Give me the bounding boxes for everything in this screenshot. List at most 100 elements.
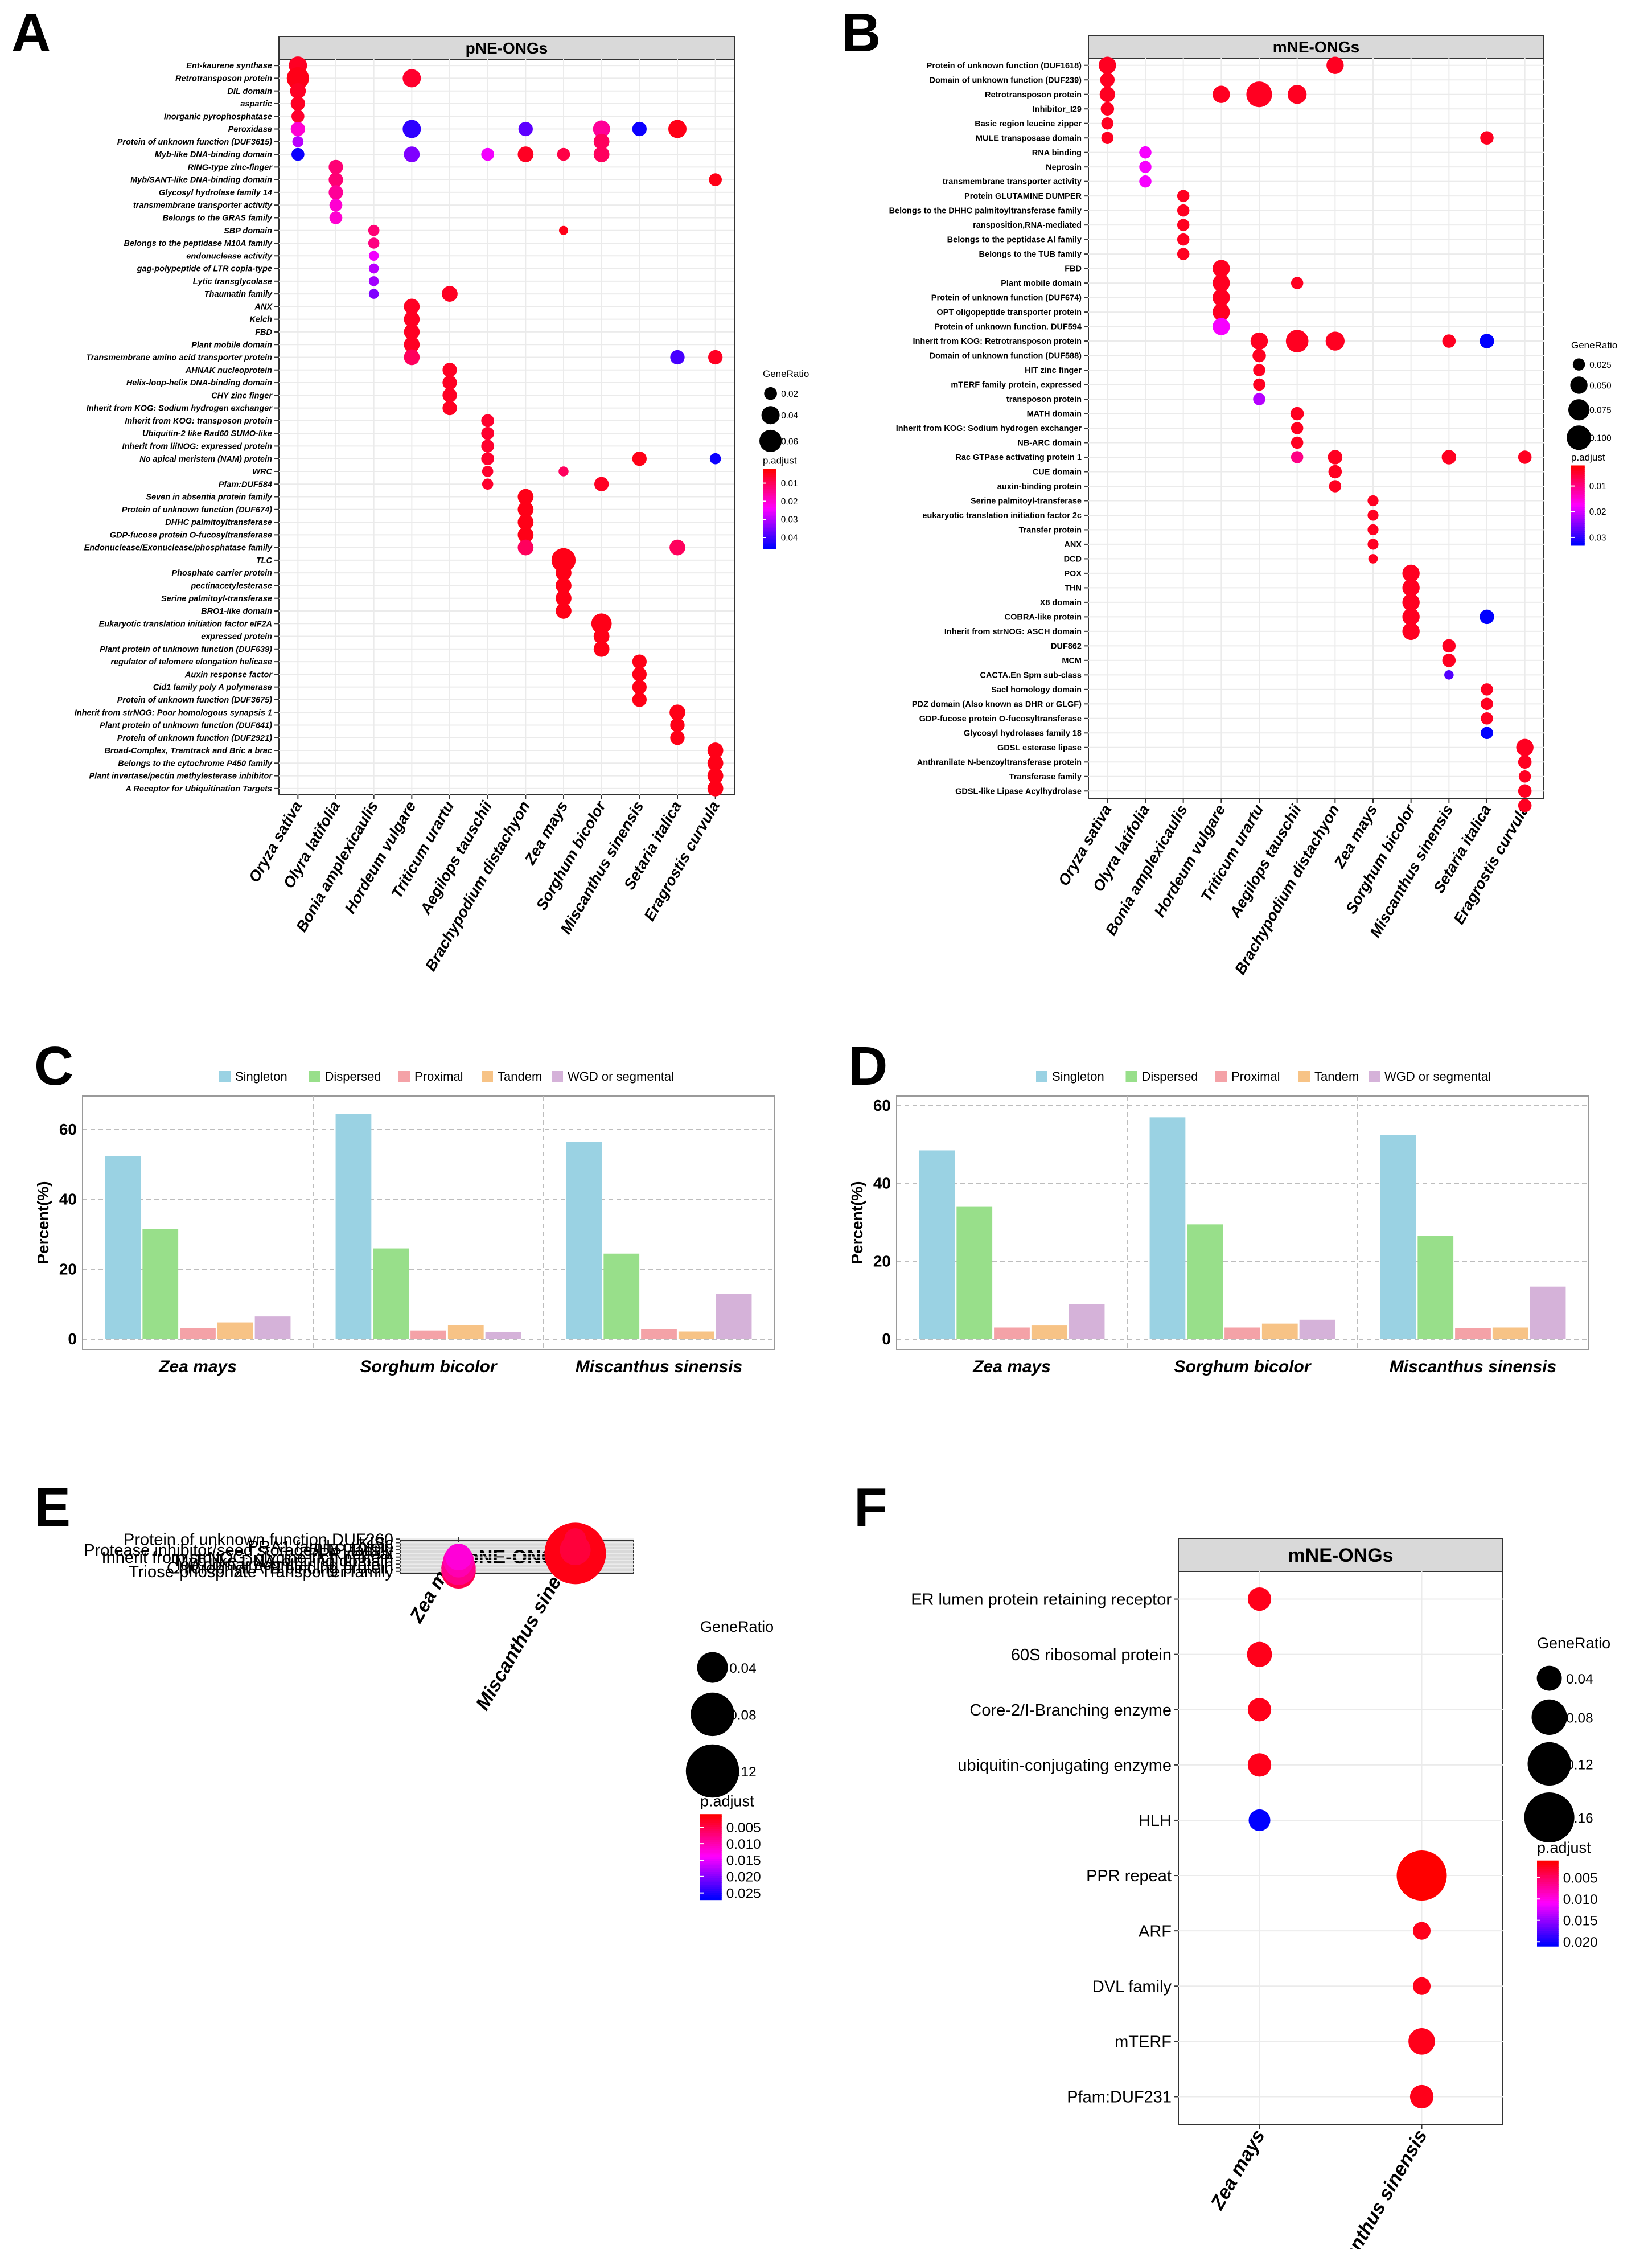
colorbar-segment [1537, 1914, 1559, 1917]
size-legend-dot [1572, 358, 1585, 371]
colorbar-segment [1537, 1879, 1559, 1883]
term-label-transmembrane-amino-acid-transporter-protein: Transmembrane amino acid transporter pro… [86, 354, 272, 363]
term-label-gdp-fucose-protein-o-fucosyltransferase: GDP-fucose protein O-fucosyltransferase [110, 531, 272, 540]
dot-triticum-urartu-thaumatin-family [442, 286, 458, 302]
colorbar-segment [1571, 499, 1585, 502]
colorbar-segment [700, 1889, 722, 1892]
dot-zea-mays-wrc [558, 466, 569, 477]
bar-zea-mays-proximal [994, 1327, 1030, 1339]
colorbar-label: 0.010 [726, 1837, 761, 1852]
size-legend-title: GeneRatio [1571, 340, 1617, 351]
colorbar-segment [1571, 535, 1585, 538]
dot-zea-mays-phosphate-carrier-protein [556, 565, 572, 581]
colorbar-segment [1537, 1882, 1559, 1885]
x-tick-label-zea-mays: Zea mays [158, 1357, 237, 1376]
term-label-dil-domain: DIL domain [227, 87, 272, 96]
dotplot-b: mNE-ONGs Protein of unknown function (DUF… [889, 35, 1617, 978]
legend-label-wgd-or-segmental: WGD or segmental [1384, 1069, 1491, 1084]
colorbar-segment [763, 493, 776, 495]
y-axis-label: Percent(%) [34, 1181, 52, 1264]
dot-hordeum-vulgare-plant-mobile-domain [1213, 274, 1230, 292]
bar-miscanthus-sinensis-proximal [641, 1329, 677, 1339]
bar-sorghum-bicolor-singleton [335, 1114, 372, 1339]
dot-setaria-italica-sacl-homology-domain [1481, 683, 1493, 696]
dot-aegilops-tauschii-pfam-duf584 [482, 478, 494, 490]
dot-bonia-amplexicaulis-belongs-to-the-dhhc-palmitoyltransferase-family [1177, 204, 1190, 217]
size-legend-label: 0.06 [781, 437, 798, 446]
colorbar-segment [700, 1846, 722, 1849]
term-label-tlc: TLC [256, 556, 273, 565]
term-label-broad-complex-tramtrack-and-bric-a-brac: Broad-Complex, Tramtrack and Bric a brac [104, 746, 272, 756]
panel-title: mNE-ONGs [1288, 1545, 1393, 1566]
bar-zea-mays-wgd-or-segmental [1069, 1304, 1105, 1339]
dot-eragrostis-curvula-anthranilate-n-benzoyltransferase-protein [1518, 755, 1532, 769]
dot-eragrostis-curvula-broad-complex-tramtrack-and-bric-a-brac [707, 742, 724, 758]
colorbar-segment [1537, 1897, 1559, 1900]
colorbar-segment [700, 1824, 722, 1828]
colorbar-segment [763, 522, 776, 526]
term-label-triose-phosphate-transporter-family: Triose-phosphate Transporter family [129, 1563, 393, 1581]
term-label-thaumatin-family: Thaumatin family [204, 290, 273, 299]
dot-aegilops-tauschii-no-apical-meristem-nam-protein [481, 452, 494, 466]
colorbar-segment [1571, 515, 1585, 518]
dot-triticum-urartu-ahnak-nucleoprotein [442, 363, 457, 377]
dot-zea-mays-pectinacetylesterase [556, 577, 572, 594]
dot-eragrostis-curvula-transferase-family [1518, 770, 1531, 783]
dot-olyra-latifolia-rna-binding [1139, 146, 1152, 159]
term-label-dhhc-palmitoyltransferase: DHHC palmitoyltransferase [165, 518, 272, 527]
dot-oryza-sativa-aspartic [290, 96, 305, 111]
dot-miscanthus-sinensis-protein-of-unknown-function-duf260 [564, 1528, 586, 1550]
term-label-inherit-from-kog-transposon-protein: Inherit from KOG: transposon protein [125, 417, 272, 426]
dot-brachypodium-distachyon-endonuclease-exonuclease-phosphatase-family [517, 539, 534, 556]
term-label-rac-gtpase-activating-protein-1: Rac GTPase activating protein 1 [955, 453, 1082, 462]
colorbar-segment [1537, 1937, 1559, 1940]
dot-hordeum-vulgare-protein-of-unknown-function-duf594 [1213, 318, 1230, 335]
colorbar-segment [1537, 1943, 1559, 1947]
term-label-inherit-from-kog-sodium-hydrogen-exchanger: Inherit from KOG: Sodium hydrogen exchan… [896, 424, 1082, 433]
colorbar-segment [763, 478, 776, 482]
size-legend-label: 0.100 [1589, 434, 1611, 444]
dot-olyra-latifolia-transmembrane-transporter-activity [329, 198, 343, 212]
term-label-dcd: DCD [1064, 555, 1082, 564]
dot-miscanthus-sinensis-mcm [1442, 654, 1456, 667]
colorbar-segment [1571, 471, 1585, 474]
colorbar-segment [1571, 483, 1585, 486]
term-label-endonuclease-activity: endonuclease activity [186, 252, 273, 261]
colorbar-segment [1571, 523, 1585, 526]
term-label-sbp-domain: SBP domain [224, 227, 272, 236]
bar-sorghum-bicolor-dispersed [1187, 1224, 1223, 1339]
dot-miscanthus-sinensis-dvl-family [1412, 1977, 1431, 1995]
term-label-duf862: DUF862 [1051, 642, 1082, 651]
x-tick-label-sorghum-bicolor: Sorghum bicolor [1174, 1357, 1312, 1376]
colorbar-segment [700, 1854, 722, 1858]
colorbar-segment [700, 1850, 722, 1853]
dot-brachypodium-distachyon-dhhc-palmitoyltransferase [517, 514, 534, 530]
colorbar-segment [1537, 1933, 1559, 1936]
colorbar-label: 0.020 [726, 1869, 761, 1885]
term-label-pra1-family-protein: PRA1 family protein [248, 1538, 393, 1556]
size-legend-dot [1567, 425, 1592, 450]
size-legend-dot [691, 1692, 734, 1737]
dot-olyra-latifolia-neprosin [1139, 161, 1152, 173]
dot-eragrostis-curvula-a-receptor-for-ubiquitination-targets [707, 781, 724, 797]
legend-label-dispersed: Dispersed [1142, 1069, 1198, 1084]
colorbar-label: 0.005 [1563, 1870, 1598, 1886]
term-label-pfam-duf584: Pfam:DUF584 [219, 480, 272, 489]
term-label-mterf: mTERF [1115, 2033, 1172, 2051]
colorbar-segment [700, 1820, 722, 1824]
term-label-serine-palmitoyl-transferase: Serine palmitoyl-transferase [971, 497, 1082, 506]
term-label-transferase-family: Transferase family [1009, 773, 1082, 782]
colorbar-segment [1537, 1901, 1559, 1904]
y-tick-label: 60 [873, 1097, 891, 1114]
size-legend-label: 0.08 [729, 1708, 756, 1723]
dot-miscanthus-sinensis-inherit-from-kog-retrotransposon-protein [1442, 334, 1456, 348]
term-label-seven-in-absentia-protein-family: Seven in absentia protein family [146, 493, 273, 502]
dot-aegilops-tauschii-wrc [482, 466, 494, 477]
size-legend-dot [1524, 1792, 1575, 1843]
legend-swatch-dispersed [309, 1071, 320, 1082]
colorbar-label: 0.010 [1563, 1892, 1598, 1907]
size-legend-label: 0.025 [1589, 360, 1611, 370]
term-label-anx: ANX [254, 302, 273, 311]
y-tick-label: 40 [59, 1191, 77, 1208]
